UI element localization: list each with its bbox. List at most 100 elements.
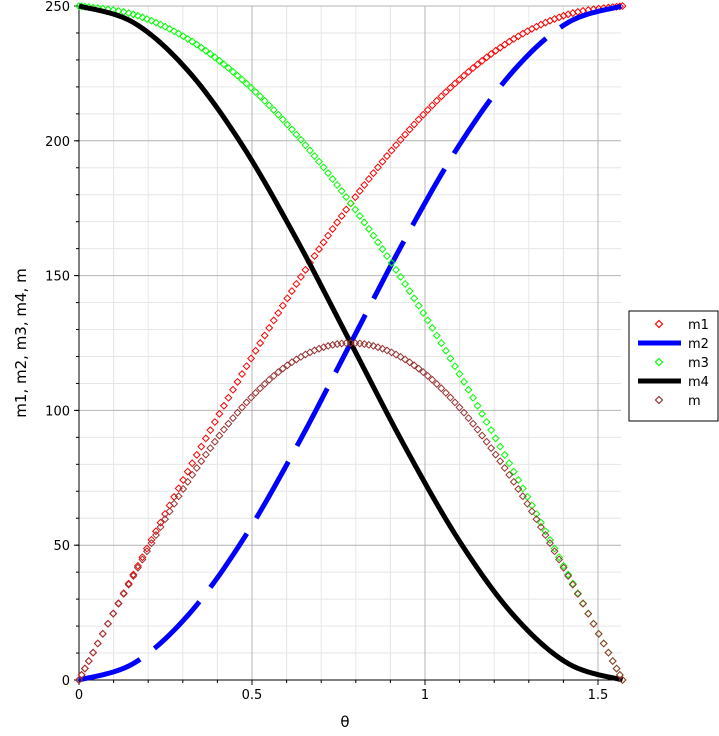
data-point-m3 bbox=[382, 251, 391, 260]
data-point-m bbox=[89, 648, 98, 657]
data-point-m1 bbox=[84, 656, 93, 666]
data-point-m3 bbox=[514, 475, 523, 484]
data-point-m3 bbox=[192, 40, 201, 49]
data-point-m3 bbox=[396, 272, 405, 281]
data-point-m1 bbox=[487, 49, 496, 58]
data-point-m bbox=[210, 437, 219, 446]
data-point-m1 bbox=[355, 187, 364, 196]
data-point-m3 bbox=[315, 157, 324, 166]
data-point-m1 bbox=[414, 115, 423, 124]
data-point-m3 bbox=[283, 120, 292, 129]
data-point-m bbox=[392, 350, 401, 359]
data-point-m bbox=[369, 341, 378, 350]
data-point-m1 bbox=[382, 152, 391, 161]
data-point-m bbox=[487, 444, 496, 453]
data-point-m bbox=[170, 499, 179, 508]
data-point-m1 bbox=[500, 40, 509, 49]
data-point-m1 bbox=[260, 331, 269, 340]
data-point-m bbox=[151, 531, 161, 540]
data-point-m1 bbox=[482, 53, 491, 62]
data-point-m1 bbox=[496, 43, 505, 52]
data-point-m bbox=[514, 484, 523, 493]
data-point-m bbox=[505, 470, 514, 479]
data-point-m3 bbox=[509, 467, 518, 476]
data-point-m3 bbox=[608, 656, 617, 666]
data-point-m1 bbox=[301, 265, 310, 274]
data-point-m bbox=[500, 463, 509, 473]
data-point-m1 bbox=[455, 75, 464, 84]
data-point-m bbox=[396, 352, 405, 361]
data-point-m3 bbox=[337, 187, 346, 196]
data-point-m1 bbox=[274, 308, 283, 318]
data-point-m bbox=[532, 515, 541, 524]
data-point-m1 bbox=[401, 130, 410, 139]
data-point-m bbox=[589, 619, 598, 628]
data-point-m bbox=[568, 580, 577, 589]
data-point-m3 bbox=[179, 32, 188, 41]
data-point-m3 bbox=[550, 544, 559, 553]
data-point-m bbox=[564, 571, 573, 580]
data-point-m3 bbox=[269, 105, 278, 114]
data-point-m3 bbox=[224, 64, 233, 73]
legend-item-m2: m2 bbox=[638, 337, 709, 352]
data-point-m3 bbox=[133, 11, 142, 20]
data-point-m bbox=[93, 639, 102, 648]
y-tick-label: 50 bbox=[53, 539, 70, 554]
data-point-m1 bbox=[514, 32, 523, 41]
data-point-m bbox=[192, 463, 201, 473]
data-point-m1 bbox=[292, 279, 301, 288]
data-point-m3 bbox=[278, 115, 287, 124]
data-point-m1 bbox=[410, 120, 419, 129]
data-point-m1 bbox=[138, 553, 147, 562]
data-point-m3 bbox=[432, 331, 441, 340]
data-point-m bbox=[546, 539, 555, 548]
data-point-m3 bbox=[369, 231, 378, 240]
data-point-m1 bbox=[527, 24, 536, 33]
data-point-m3 bbox=[378, 245, 387, 254]
data-point-m1 bbox=[315, 245, 324, 254]
legend: m1 m2 m3 m4 m bbox=[628, 310, 719, 422]
data-point-m bbox=[80, 664, 89, 673]
data-point-m3 bbox=[546, 535, 555, 544]
data-point-m1 bbox=[437, 92, 446, 101]
data-point-m bbox=[156, 523, 165, 532]
data-point-m3 bbox=[256, 92, 265, 101]
data-point-m3 bbox=[342, 193, 351, 202]
data-point-m bbox=[364, 340, 373, 349]
data-point-m1 bbox=[201, 434, 210, 443]
data-point-m3 bbox=[274, 110, 283, 119]
data-point-m3 bbox=[238, 75, 247, 84]
data-point-m1 bbox=[505, 37, 514, 46]
data-point-m3 bbox=[473, 401, 482, 410]
data-point-m bbox=[559, 563, 568, 572]
data-point-m1 bbox=[532, 22, 541, 31]
data-point-m bbox=[473, 425, 482, 434]
data-point-m bbox=[238, 403, 247, 412]
data-point-m bbox=[256, 384, 265, 393]
data-point-m3 bbox=[437, 339, 446, 348]
data-point-m bbox=[103, 619, 112, 628]
data-point-m1 bbox=[133, 561, 142, 570]
data-point-m3 bbox=[559, 561, 568, 570]
data-point-m3 bbox=[428, 323, 437, 332]
data-point-m3 bbox=[360, 218, 369, 227]
data-point-m1 bbox=[124, 579, 133, 588]
data-point-m3 bbox=[147, 16, 156, 25]
data-point-m3 bbox=[156, 20, 165, 29]
data-point-m3 bbox=[301, 141, 310, 150]
data-point-m1 bbox=[450, 79, 459, 88]
data-point-m1 bbox=[147, 535, 156, 544]
data-point-m bbox=[496, 457, 505, 466]
data-point-m1 bbox=[428, 101, 437, 110]
data-point-m bbox=[278, 364, 287, 373]
data-point-m bbox=[478, 431, 487, 440]
data-point-m bbox=[441, 388, 450, 397]
data-point-m bbox=[119, 589, 128, 598]
x-tick-label: 1.5 bbox=[588, 688, 609, 703]
data-point-m1 bbox=[129, 570, 138, 579]
data-point-m bbox=[555, 555, 564, 564]
data-point-m1 bbox=[518, 29, 527, 38]
data-point-m3 bbox=[201, 46, 210, 55]
data-point-m1 bbox=[197, 442, 206, 451]
y-tick-label: 150 bbox=[45, 270, 70, 285]
